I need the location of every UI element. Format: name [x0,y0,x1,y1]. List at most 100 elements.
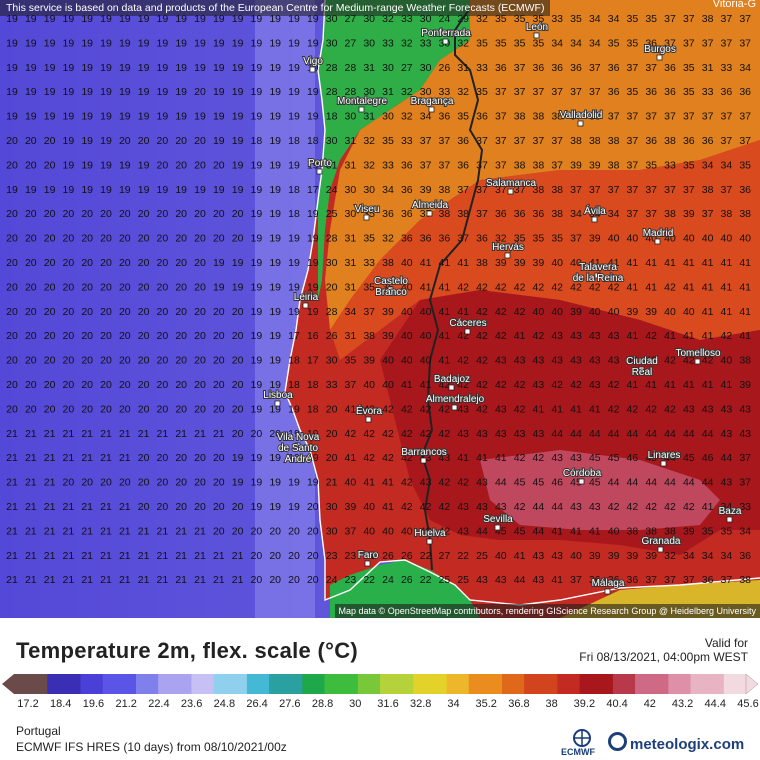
scale-tick-label: 26.4 [246,698,268,710]
city-label[interactable]: Almeida [411,199,450,212]
grid-value: 20 [232,403,244,415]
city-label[interactable]: Huelva [413,527,447,540]
city-label[interactable]: Badajoz [433,373,471,386]
city-label[interactable]: Vigo [302,55,324,68]
grid-value: 19 [119,86,131,98]
city-label[interactable]: Porto [307,157,333,170]
grid-value: 37 [420,208,432,220]
city-label[interactable]: Almendralejo [425,393,486,406]
grid-value: 42 [495,306,507,318]
grid-value: 20 [232,379,244,391]
city-label[interactable]: Madrid [642,227,675,240]
city-label[interactable]: Bragança [410,95,455,108]
grid-value: 20 [194,477,206,489]
grid-value: 37 [570,233,582,245]
temperature-map[interactable]: 19 19 19 19 19 19 19 19 19 19 19 19 19 19 19 19 19 30 27 30… [0,0,760,618]
grid-value: 41 [645,257,657,269]
grid-value: 20 [63,355,75,367]
city-label[interactable]: Valladolid [559,109,604,122]
grid-value: 20 [194,233,206,245]
city-label[interactable]: Sevilla [482,513,514,526]
grid-value: 21 [63,501,75,513]
meteologix-brand[interactable]: meteologix.com [608,732,744,753]
grid-value: 39 [533,257,545,269]
grid-value: 20 [6,403,18,415]
grid-value: 42 [570,281,582,293]
valid-time[interactable]: Fri 08/13/2021, 04:00pm WEST [579,650,748,664]
grid-value: 19 [100,184,112,196]
city-label[interactable]: Ávila [583,203,607,218]
city-label[interactable]: de Santo [277,442,319,455]
city-label[interactable]: Tomelloso [674,347,721,360]
grid-value: 35 [683,159,695,171]
city-label[interactable]: Leiria [293,291,320,304]
city-label[interactable]: Baza [718,505,743,518]
city-label[interactable]: Córdoba [562,467,603,480]
city-label[interactable]: Linares [647,449,682,462]
city-label[interactable]: Lisboa [262,389,294,402]
grid-value: 20 [213,355,225,367]
grid-value: 36 [401,233,413,245]
grid-value: 40 [721,233,733,245]
city-marker [656,54,663,61]
city-label[interactable]: Ciudad [625,355,659,368]
city-label[interactable]: Granada [641,535,682,548]
grid-value: 20 [194,257,206,269]
grid-value: 19 [288,501,300,513]
grid-value: 43 [570,355,582,367]
grid-value: 32 [476,13,488,25]
city-label[interactable]: de la Reina [572,272,625,285]
grid-value: 20 [100,379,112,391]
city-label[interactable]: Barrancos [400,446,448,459]
city-label[interactable]: Montalegre [336,95,388,108]
city-label[interactable]: Cáceres [448,317,487,330]
grid-value: 20 [326,403,338,415]
grid-value: 19 [269,208,281,220]
grid-value: 21 [213,550,225,562]
grid-value: 37 [739,13,751,25]
city-label[interactable]: Vila Nova [276,431,321,444]
grid-value: 31 [345,135,357,147]
grid-value: 34 [589,37,601,49]
city-label[interactable]: Talavera [578,261,618,274]
scale-swatch [280,674,292,694]
ecmwf-logo-icon [573,729,591,747]
city-label[interactable]: Castelo [373,275,409,288]
grid-value: 38 [551,208,563,220]
city-label[interactable]: Faro [357,549,380,562]
grid-value: 21 [100,428,112,440]
grid-value: 30 [363,184,375,196]
city-label[interactable]: Real [631,366,654,379]
grid-value: 18 [307,379,319,391]
city-label[interactable]: Ponferrada [420,27,472,40]
grid-value: 40 [401,355,413,367]
grid-value: 21 [6,477,18,489]
city-label[interactable]: Málaga [591,577,626,590]
scale-swatch [490,674,503,694]
grid-value: 35 [608,37,620,49]
grid-value: 20 [100,403,112,415]
city-label[interactable]: Branco [374,286,408,299]
scale-swatch [213,674,226,694]
grid-value: 41 [702,501,714,513]
scale-tick-label: 39.2 [573,698,596,710]
city-label[interactable]: Salamanca [485,177,537,190]
grid-value: 20 [157,403,169,415]
city-label[interactable]: Hervás [491,241,525,254]
city-label[interactable]: Burgos [643,43,677,56]
city-marker [464,328,471,335]
grid-value: 21 [175,428,187,440]
grid-value: 21 [81,525,93,537]
grid-value: 46 [702,452,714,464]
city-label[interactable]: André [284,453,313,466]
grid-value: 33 [721,62,733,74]
grid-value: 20 [138,403,150,415]
city-label[interactable]: Évora [355,403,384,418]
city-label[interactable]: Viseu [354,203,381,216]
grid-value: 40 [363,525,375,537]
city-label[interactable]: León [525,21,549,34]
grid-value: 43 [683,403,695,415]
grid-value: 43 [570,452,582,464]
grid-value: 44 [495,477,507,489]
